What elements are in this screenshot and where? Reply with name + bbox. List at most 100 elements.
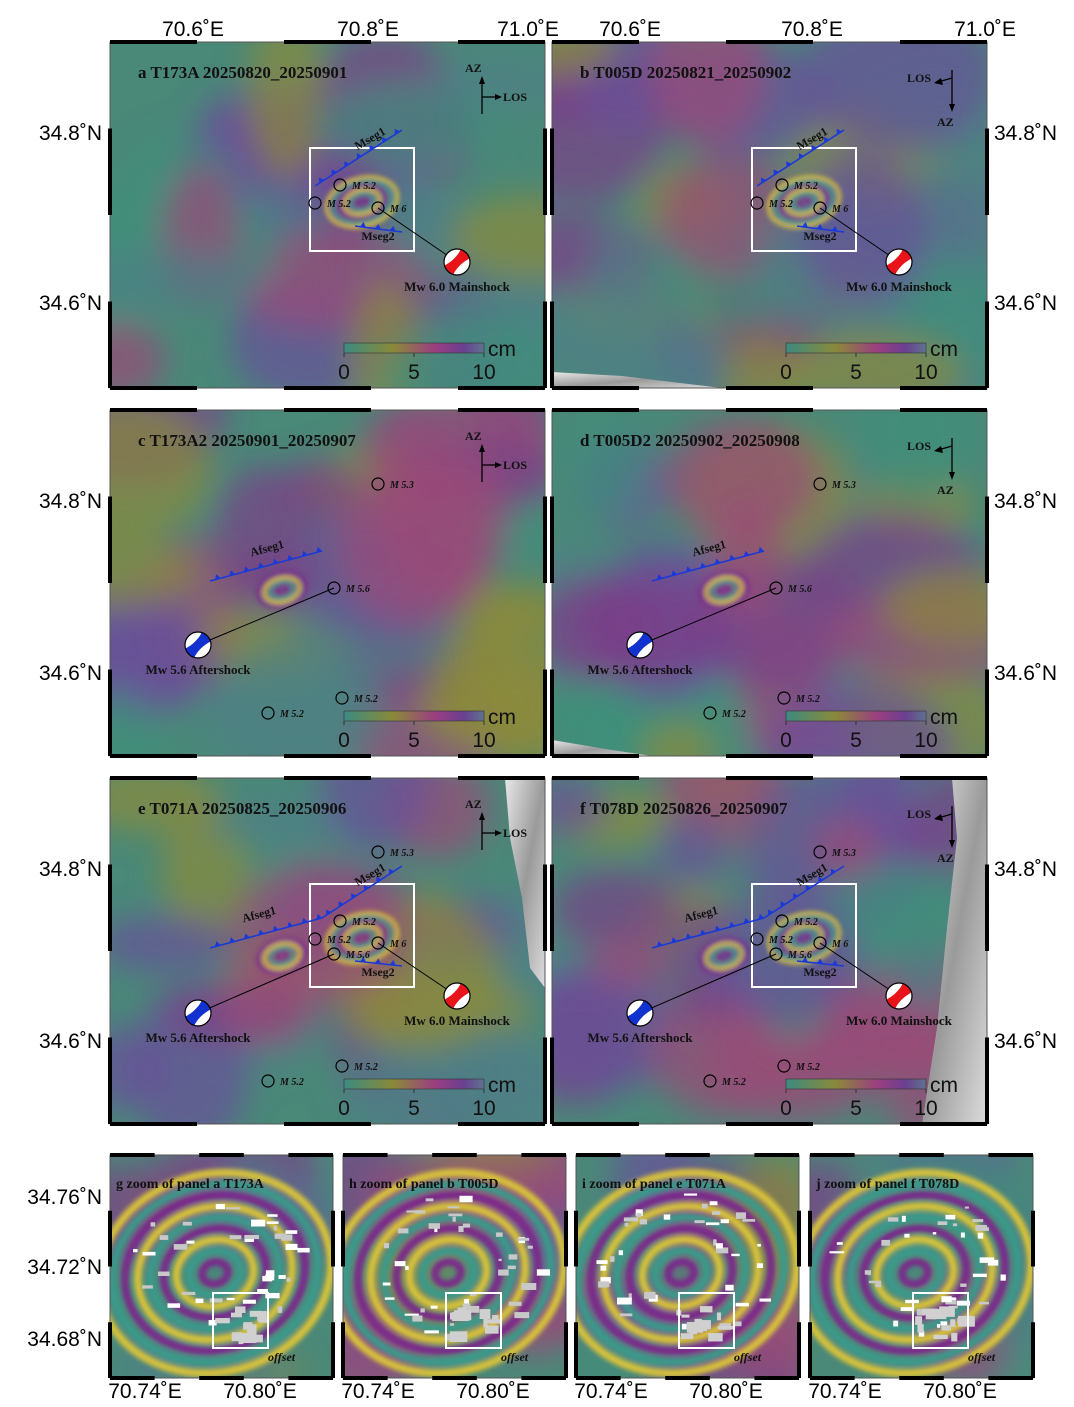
phase-blob: [230, 861, 408, 1001]
event-label: M 5.2: [721, 1077, 746, 1088]
event-label: M 5.3: [831, 480, 856, 491]
colorbar-tick-label: 5: [850, 729, 862, 752]
event-label: M 5.2: [768, 935, 793, 946]
fault-label: Mseg2: [803, 229, 836, 243]
masked-patch: [498, 1259, 501, 1261]
masked-patch: [186, 1241, 194, 1244]
masked-patch: [702, 1204, 708, 1209]
masked-patch: [600, 1266, 606, 1271]
colorbar-tick-label: 0: [780, 1097, 792, 1120]
frame-bar: [900, 408, 987, 412]
masked-patch: [610, 1256, 614, 1262]
masked-patch: [528, 1246, 533, 1249]
masked-patch: [972, 1219, 983, 1222]
figure: a T173A 20250820_20250901AZLOSMseg1Mseg2…: [0, 0, 1074, 1407]
frame-bar: [108, 302, 112, 389]
lat-tick-label: 34.68˚N: [27, 1328, 102, 1351]
event-label: M 5.2: [793, 181, 818, 192]
masked-patch: [958, 1316, 975, 1327]
beachball-label: Mw 5.6 Aftershock: [145, 662, 251, 677]
event-label: M 6: [389, 204, 406, 215]
masked-patch: [837, 1242, 843, 1245]
beachball-label: Mw 6.0 Mainshock: [404, 279, 511, 294]
masked-patch: [619, 1250, 623, 1255]
masked-patch: [941, 1321, 948, 1325]
masked-patch: [274, 1226, 277, 1231]
frame-bar: [458, 408, 545, 412]
masked-patch: [718, 1326, 734, 1330]
masked-patch: [708, 1333, 723, 1341]
masked-patch: [736, 1212, 746, 1218]
frame-bar: [900, 1122, 987, 1126]
frame-bar: [110, 1153, 155, 1157]
zoom-title: g zoom of panel a T173A: [116, 1177, 265, 1192]
frame-bar: [726, 754, 813, 758]
masked-patch: [664, 1214, 670, 1219]
masked-patch: [682, 1324, 687, 1330]
colorbar-tick-label: 10: [914, 1097, 937, 1120]
beachball-label: Mw 5.6 Aftershock: [587, 662, 693, 677]
lat-tick-label: 34.6˚N: [994, 1030, 1057, 1053]
az-label: AZ: [937, 851, 954, 865]
frame-bar: [284, 386, 371, 390]
event-label: M 6: [831, 204, 848, 215]
event-label: M 5.2: [351, 917, 376, 928]
masked-patch: [483, 1318, 487, 1327]
lat-tick-label: 34.76˚N: [27, 1186, 102, 1209]
frame-bar: [808, 1322, 812, 1378]
masked-patch: [183, 1222, 192, 1226]
masked-patch: [230, 1235, 242, 1239]
frame-bar: [108, 1038, 112, 1125]
colorbar-tick-label: 5: [408, 729, 420, 752]
lat-tick-label: 34.72˚N: [27, 1256, 102, 1279]
masked-patch: [952, 1297, 956, 1299]
masked-patch: [716, 1243, 723, 1248]
frame-bar: [988, 1153, 1033, 1157]
masked-patch: [742, 1219, 755, 1222]
masked-patch: [297, 1248, 309, 1253]
offset-label: offset: [968, 1350, 996, 1364]
event-label: M 5.6: [345, 950, 370, 961]
masked-patch: [941, 1325, 951, 1330]
masked-patch: [196, 1299, 204, 1303]
masked-patch: [979, 1302, 989, 1305]
panel-title: a T173A 20250820_20250901: [138, 63, 347, 82]
masked-patch: [699, 1321, 707, 1331]
frame-bar: [458, 1122, 545, 1126]
masked-patch: [978, 1233, 983, 1239]
colorbar-tick-label: 0: [780, 729, 792, 752]
frame-bar: [726, 386, 813, 390]
masked-patch: [431, 1306, 438, 1309]
offset-label: offset: [501, 1350, 529, 1364]
frame-bar: [985, 497, 989, 584]
lon-tick-label: 70.8˚E: [781, 18, 843, 41]
fault-label: Mseg2: [361, 229, 394, 243]
colorbar: [786, 711, 926, 721]
panel-title: d T005D2 20250902_20250908: [580, 431, 800, 450]
masked-patch: [922, 1309, 938, 1315]
lat-tick-label: 34.6˚N: [39, 662, 102, 685]
body: a T173A 20250820_20250901AZLOSMseg1Mseg2…: [0, 0, 1074, 1407]
masked-patch: [508, 1266, 516, 1270]
fault-label: Mseg2: [803, 965, 836, 979]
event-label: M 6: [389, 939, 406, 950]
frame-bar: [985, 865, 989, 952]
masked-patch: [518, 1238, 530, 1241]
los-label: LOS: [907, 807, 931, 821]
masked-patch: [933, 1232, 936, 1234]
masked-patch: [285, 1230, 297, 1234]
frame-bar: [110, 776, 197, 780]
masked-patch: [975, 1225, 987, 1229]
colorbar-tick-label: 5: [408, 361, 420, 384]
az-label: AZ: [465, 429, 482, 443]
masked-patch: [721, 1219, 729, 1223]
frame-bar: [543, 670, 547, 757]
colorbar-unit: cm: [488, 706, 516, 729]
masked-patch: [875, 1283, 881, 1287]
event-label: M 6: [831, 939, 848, 950]
masked-patch: [406, 1210, 418, 1212]
offset-label: offset: [268, 1350, 296, 1364]
masked-patch: [167, 1303, 180, 1307]
masked-patch: [412, 1316, 422, 1322]
masked-patch: [717, 1312, 721, 1320]
